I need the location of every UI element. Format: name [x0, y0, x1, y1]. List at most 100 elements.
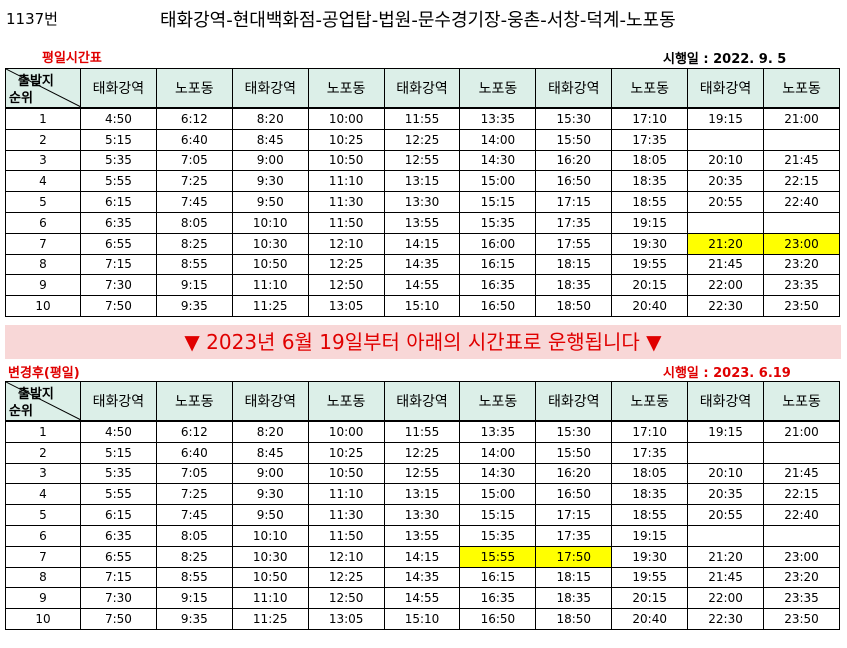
time-cell: 9:30 [231, 483, 309, 506]
time-cell: 9:35 [155, 295, 233, 317]
time-cell: 15:55 [459, 545, 537, 568]
time-cell: 6:55 [80, 232, 157, 255]
time-cell: 20:55 [687, 191, 765, 213]
time-cell [763, 441, 840, 464]
table-row: 10 7:50 9:35 11:25 13:05 15:10 16:50 18:50 20:40… [5, 608, 840, 630]
time-cell: 20:55 [687, 504, 765, 526]
corner-order-label: 순위 [9, 91, 33, 106]
order-cell: 8 [5, 566, 81, 589]
time-cell: 15:35 [459, 211, 537, 234]
time-cell: 20:40 [611, 608, 689, 630]
corner-departure-label: 출발지 [18, 74, 54, 89]
time-cell: 19:55 [611, 566, 689, 589]
time-cell: 7:30 [80, 274, 157, 297]
time-cell: 20:40 [611, 295, 689, 317]
changed-effective-date: 시행일 : 2023. 6.19 [663, 366, 791, 381]
time-cell: 18:05 [611, 462, 689, 485]
time-cell: 9:00 [231, 149, 309, 172]
time-cell [763, 128, 840, 151]
time-cell: 21:20 [687, 232, 765, 255]
weekday-table-label: 평일시간표 [42, 51, 102, 66]
time-cell: 19:15 [687, 420, 765, 443]
time-cell: 17:35 [611, 441, 689, 464]
time-cell: 9:15 [155, 274, 233, 297]
time-cell: 10:10 [231, 211, 309, 234]
time-cell: 16:15 [459, 566, 537, 589]
time-cell: 18:15 [535, 253, 613, 276]
time-cell: 7:25 [155, 483, 233, 506]
time-cell: 12:25 [383, 441, 461, 464]
column-header: 노포동 [459, 68, 537, 109]
time-cell: 8:45 [231, 441, 309, 464]
time-cell: 22:15 [763, 170, 840, 193]
time-cell: 12:25 [307, 566, 385, 589]
time-cell: 19:30 [611, 232, 689, 255]
time-cell: 13:55 [383, 524, 461, 547]
schedule-change-notice: ▼ 2023년 6월 19일부터 아래의 시간표로 운행됩니다 ▼ [5, 325, 841, 359]
column-header: 태화강역 [383, 381, 461, 422]
table-row: 5 6:15 7:45 9:50 11:30 13:30 15:15 17:15 18:55 20… [5, 191, 840, 213]
time-cell: 12:25 [383, 128, 461, 151]
time-cell: 12:50 [307, 274, 385, 297]
time-cell: 13:30 [383, 191, 461, 213]
time-cell: 7:45 [155, 191, 233, 213]
column-header: 태화강역 [80, 381, 157, 422]
time-cell: 21:45 [763, 462, 840, 485]
time-cell: 13:30 [383, 504, 461, 526]
diagonal-divider [6, 382, 80, 420]
time-cell: 17:15 [535, 504, 613, 526]
time-cell [687, 441, 765, 464]
column-header: 태화강역 [535, 68, 613, 109]
table-row: 2 5:15 6:40 8:45 10:25 12:25 14:00 15:50 17:35 [5, 441, 840, 464]
column-header: 노포동 [307, 68, 385, 109]
time-cell: 11:25 [231, 295, 309, 317]
time-cell: 13:15 [383, 170, 461, 193]
time-cell [763, 211, 840, 234]
time-cell: 13:05 [307, 608, 385, 630]
diagonal-divider [6, 69, 80, 107]
time-cell: 11:50 [307, 211, 385, 234]
weekday-timetable: 출발지 순위 태화강역 노포동 태화강역 노포동 태화강역 노포동 태화강역 노포동 태화강역 노포동… [5, 68, 840, 317]
time-cell: 16:15 [459, 253, 537, 276]
time-cell: 22:15 [763, 483, 840, 506]
time-cell: 15:35 [459, 524, 537, 547]
time-cell: 16:50 [535, 483, 613, 506]
time-cell: 10:30 [231, 232, 309, 255]
route-stops: 태화강역-현대백화점-공업탑-법원-문수경기장-웅촌-서창-덕계-노포동 [160, 10, 676, 31]
time-cell: 12:55 [383, 462, 461, 485]
column-header: 태화강역 [535, 381, 613, 422]
time-cell: 5:55 [80, 170, 157, 193]
time-cell [687, 211, 765, 234]
order-cell: 1 [5, 107, 81, 130]
time-cell: 7:05 [155, 149, 233, 172]
time-cell: 18:35 [535, 587, 613, 610]
time-cell: 10:50 [307, 149, 385, 172]
time-cell: 13:35 [459, 420, 537, 443]
time-cell: 8:20 [231, 420, 309, 443]
order-cell: 4 [5, 483, 81, 506]
time-cell: 21:00 [763, 107, 840, 130]
table-row: 6 6:35 8:05 10:10 11:50 13:55 15:35 17:35 19:15 [5, 211, 840, 234]
time-cell: 14:55 [383, 274, 461, 297]
time-cell: 16:50 [459, 295, 537, 317]
time-cell: 15:50 [535, 128, 613, 151]
time-cell: 15:10 [383, 608, 461, 630]
time-cell: 20:10 [687, 149, 765, 172]
time-cell: 17:35 [611, 128, 689, 151]
column-header: 태화강역 [231, 381, 309, 422]
time-cell: 9:15 [155, 587, 233, 610]
column-header: 노포동 [611, 381, 689, 422]
time-cell: 23:50 [763, 295, 840, 317]
time-cell: 5:35 [80, 462, 157, 485]
time-cell: 10:10 [231, 524, 309, 547]
time-cell: 7:05 [155, 462, 233, 485]
order-cell: 7 [5, 232, 81, 255]
time-cell: 14:35 [383, 566, 461, 589]
time-cell: 17:35 [535, 211, 613, 234]
changed-timetable: 출발지 순위 태화강역 노포동 태화강역 노포동 태화강역 노포동 태화강역 노포동 태화강역 노포동… [5, 381, 840, 630]
time-cell: 17:55 [535, 232, 613, 255]
time-cell: 12:25 [307, 253, 385, 276]
time-cell: 23:35 [763, 587, 840, 610]
time-cell: 7:50 [80, 608, 157, 630]
table-row: 4 5:55 7:25 9:30 11:10 13:15 15:00 16:50 18:35 20… [5, 483, 840, 506]
